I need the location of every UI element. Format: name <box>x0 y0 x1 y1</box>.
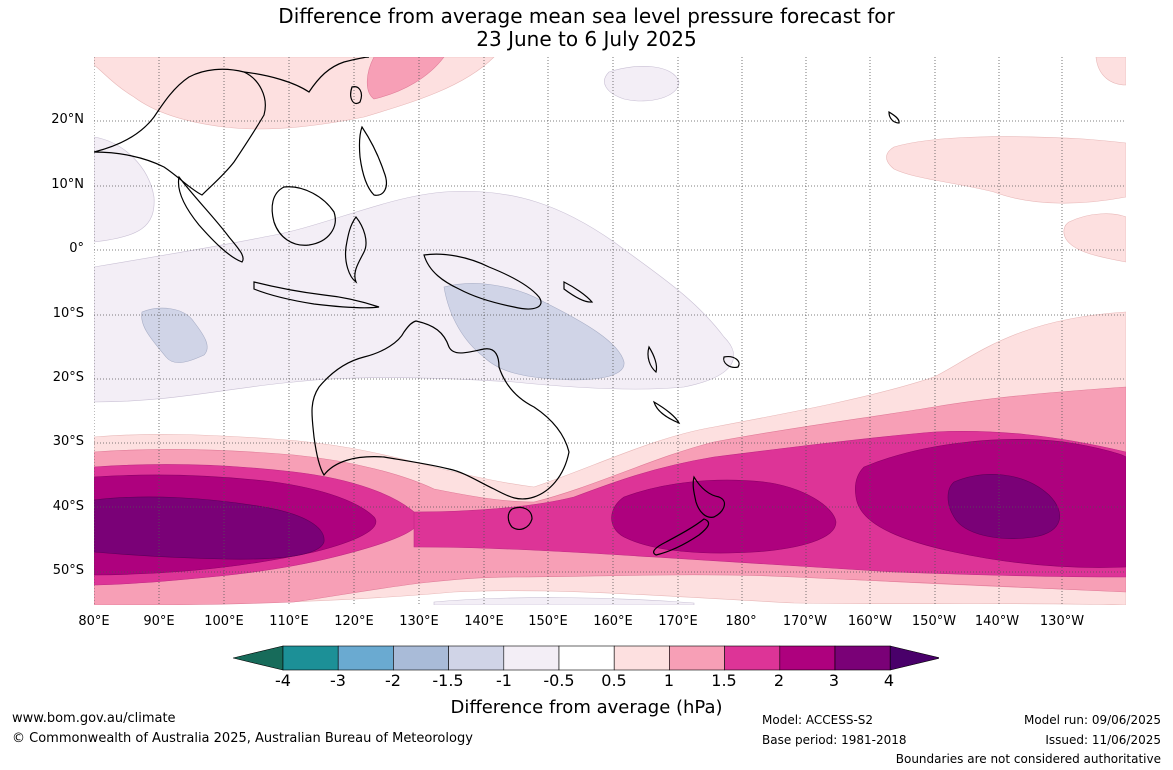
colorbar-swatch <box>337 645 394 671</box>
lon-label-90e: 90°E <box>143 614 175 629</box>
colorbar-tick-pos1: 1 <box>663 671 675 690</box>
footer-website: www.bom.gov.au/climate <box>12 711 176 726</box>
contour-neg1-png <box>443 283 625 381</box>
china-coast <box>243 57 370 93</box>
borneo-coast <box>271 186 336 246</box>
lon-label-140w: 140°W <box>974 614 1020 629</box>
colorbar-tick-neg2: -2 <box>385 671 401 690</box>
contour-pos05-northeast <box>1095 57 1126 86</box>
hawaii-coast <box>888 110 900 124</box>
lat-label-10s: 10°S <box>52 306 84 321</box>
fiji-coast <box>723 356 740 368</box>
colorbar <box>233 645 939 671</box>
lon-label-80e: 80°E <box>78 614 110 629</box>
lat-label-50s: 50°S <box>52 563 84 578</box>
footer-issued: Issued: 11/06/2025 <box>1045 733 1161 747</box>
colorbar-swatch <box>613 645 670 671</box>
colorbar-tick-neg3: -3 <box>330 671 346 690</box>
contour-neg05-north <box>604 66 680 102</box>
colorbar-swatch <box>779 645 836 671</box>
graticule <box>94 57 1126 605</box>
contour-pos05-east <box>1063 213 1126 263</box>
lat-label-40s: 40°S <box>52 499 84 514</box>
lat-label-30s: 30°S <box>52 434 84 449</box>
contour-neg05-northwest <box>94 136 155 243</box>
colorbar-tick-pos2: 2 <box>773 671 785 690</box>
contour-neg05-tropics <box>94 191 734 403</box>
footer-model-run: Model run: 09/06/2025 <box>1023 713 1161 727</box>
tasmania-coast <box>507 506 533 530</box>
new-zealand-north <box>692 475 726 518</box>
contour-pos3-pacific <box>947 474 1060 539</box>
chart-title: Difference from average mean sea level p… <box>0 5 1173 51</box>
solomons-coast <box>563 281 594 303</box>
lon-label-150e: 150°E <box>528 614 568 629</box>
colorbar-tick-neg15: -1.5 <box>432 671 464 690</box>
contour-neg1-indian-ocean <box>141 307 208 363</box>
contour-pos3-west <box>94 496 325 560</box>
colorbar-swatch <box>448 645 505 671</box>
colorbar-swatch <box>834 645 891 671</box>
indochina-coast <box>94 68 266 196</box>
footer-copyright: © Commonwealth of Australia 2025, Austra… <box>12 731 473 746</box>
colorbar-arrow-low <box>233 645 284 671</box>
lat-label-10n: 10°N <box>51 177 84 192</box>
colorbar-tick-pos3: 3 <box>828 671 840 690</box>
colorbar-swatch <box>503 645 560 671</box>
taiwan-coast <box>350 86 363 105</box>
lon-label-140e: 140°E <box>464 614 504 629</box>
footer-disclaimer: Boundaries are not considered authoritat… <box>895 752 1161 766</box>
vanuatu-coast <box>647 345 658 374</box>
pressure-anomaly-map <box>94 57 1126 605</box>
lon-label-120e: 120°E <box>334 614 374 629</box>
lon-label-180: 180° <box>725 614 757 629</box>
lon-label-160e: 160°E <box>593 614 633 629</box>
footer-model: Model: ACCESS-S2 <box>762 713 874 727</box>
contour-neg05-south-strip <box>433 597 695 605</box>
lon-label-130w: 130°W <box>1039 614 1085 629</box>
australia-coast <box>311 320 570 500</box>
sumatra-coast <box>177 175 244 263</box>
title-line-2: 23 June to 6 July 2025 <box>476 27 697 51</box>
new-guinea-coast <box>423 253 542 310</box>
new-caledonia-coast <box>652 400 681 425</box>
philippines-coast <box>358 125 387 196</box>
lon-label-130e: 130°E <box>399 614 439 629</box>
lat-label-20s: 20°S <box>52 370 84 385</box>
java-coast <box>253 281 380 309</box>
lat-label-20n: 20°N <box>51 112 84 127</box>
coastlines <box>94 57 900 556</box>
footer-base-period: Base period: 1981-2018 <box>762 733 907 747</box>
colorbar-tick-neg05: -0.5 <box>543 671 575 690</box>
colorbar-swatch <box>724 645 781 671</box>
colorbar-swatch <box>282 645 339 671</box>
colorbar-swatches <box>233 645 939 671</box>
contour-pos1-asia <box>366 57 445 100</box>
contour-pos05-north-pacific <box>886 136 1126 204</box>
colorbar-tick-pos4: 4 <box>883 671 895 690</box>
lon-label-100e: 100°E <box>204 614 244 629</box>
colorbar-tick-neg1: -1 <box>496 671 512 690</box>
title-line-1: Difference from average mean sea level p… <box>278 4 895 28</box>
lon-label-160w: 160°W <box>847 614 893 629</box>
lon-label-170e: 170°E <box>658 614 698 629</box>
colorbar-tick-pos15: 1.5 <box>711 671 737 690</box>
lon-label-170w: 170°W <box>782 614 828 629</box>
colorbar-arrow-high <box>889 645 939 671</box>
colorbar-swatch <box>393 645 449 671</box>
colorbar-swatch <box>669 645 725 671</box>
lon-label-150w: 150°W <box>911 614 957 629</box>
lat-label-0: 0° <box>69 241 84 256</box>
colorbar-swatch <box>558 645 615 671</box>
colorbar-title: Difference from average (hPa) <box>450 697 723 718</box>
sulawesi-coast <box>344 216 367 284</box>
map-panel <box>94 57 1126 605</box>
new-zealand-south <box>653 518 710 556</box>
colorbar-tick-neg4: -4 <box>275 671 291 690</box>
lon-label-110e: 110°E <box>269 614 309 629</box>
colorbar-tick-pos05: 0.5 <box>601 671 627 690</box>
contour-pos2-tasman <box>611 479 837 554</box>
